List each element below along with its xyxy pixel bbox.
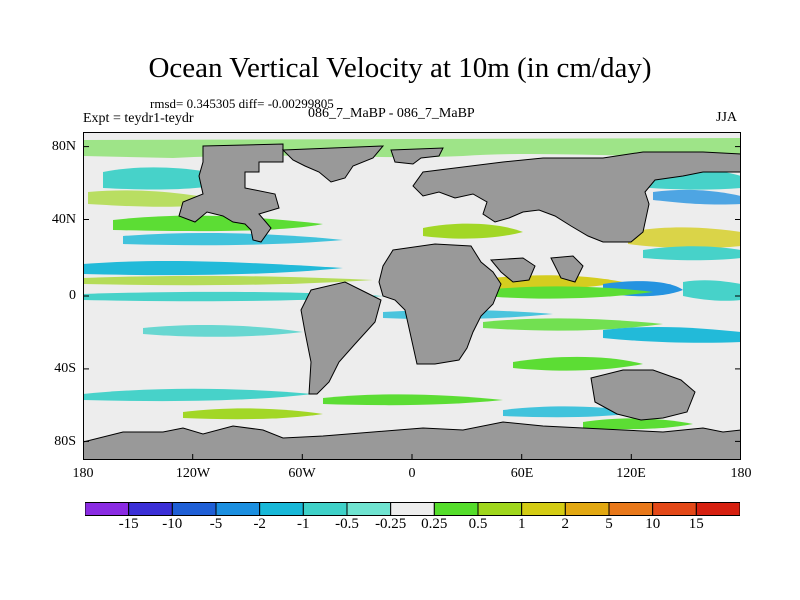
colorbar-box-13 — [652, 502, 697, 516]
lon-label-180w: 180 — [72, 466, 94, 481]
colorbar-box-0 — [85, 502, 130, 516]
colorbar-box-3 — [215, 502, 261, 516]
colorbar-box-8 — [433, 502, 479, 516]
lat-label-40n: 40N — [51, 212, 76, 227]
colorbar-label: 15 — [688, 516, 704, 532]
colorbar-box-2 — [171, 502, 217, 516]
colorbar — [85, 502, 740, 516]
colorbar-box-5 — [302, 502, 348, 516]
lon-label-120w: 120W — [175, 466, 211, 481]
colorbar-label: -2 — [253, 516, 266, 532]
lon-label-180e: 180 — [730, 466, 752, 481]
colorbar-box-6 — [346, 502, 392, 516]
colorbar-label: -15 — [118, 516, 139, 532]
colorbar-label: 0.25 — [421, 516, 448, 532]
colorbar-box-1 — [128, 502, 173, 516]
lon-label-60w: 60W — [288, 466, 316, 481]
colorbar-label: -0.5 — [335, 516, 359, 532]
colorbar-box-10 — [521, 502, 566, 516]
colorbar-label: -10 — [162, 516, 183, 532]
rmsd-diff-label: rmsd= 0.345305 diff= -0.00299805 — [150, 96, 334, 111]
lon-label-60e: 60E — [510, 466, 534, 481]
lat-label-40s: 40S — [54, 361, 76, 376]
colorbar-label: -5 — [209, 516, 223, 532]
case-label: 086_7_MaBP - 086_7_MaBP — [308, 106, 475, 121]
colorbar-box-11 — [564, 502, 610, 516]
lon-label-120e: 120E — [616, 466, 646, 481]
colorbar-label: 5 — [605, 516, 613, 532]
axis-ticks — [83, 146, 741, 460]
colorbar-label: 0.5 — [468, 516, 488, 532]
colorbar-label: 1 — [517, 516, 526, 532]
colorbar-box-12 — [608, 502, 654, 516]
colorbar-box-4 — [259, 502, 304, 516]
colorbar-label: 2 — [561, 516, 570, 532]
lon-label-0: 0 — [408, 466, 416, 481]
lat-label-0: 0 — [69, 288, 76, 303]
colorbar-label: 10 — [645, 516, 661, 532]
land-masses — [83, 143, 741, 460]
colorbar-box-14 — [695, 502, 740, 516]
velocity-map — [83, 132, 741, 460]
lat-label-80s: 80S — [54, 434, 76, 449]
colorbar-box-7 — [390, 502, 435, 516]
lat-label-80n: 80N — [51, 139, 76, 154]
colorbar-label: -0.25 — [375, 516, 407, 532]
experiment-label: Expt = teydr1-teydr — [83, 111, 194, 126]
chart-title: Ocean Vertical Velocity at 10m (in cm/da… — [148, 52, 652, 84]
colorbar-box-9 — [477, 502, 523, 516]
colorbar-label: -1 — [297, 516, 310, 532]
season-label: JJA — [716, 110, 738, 125]
